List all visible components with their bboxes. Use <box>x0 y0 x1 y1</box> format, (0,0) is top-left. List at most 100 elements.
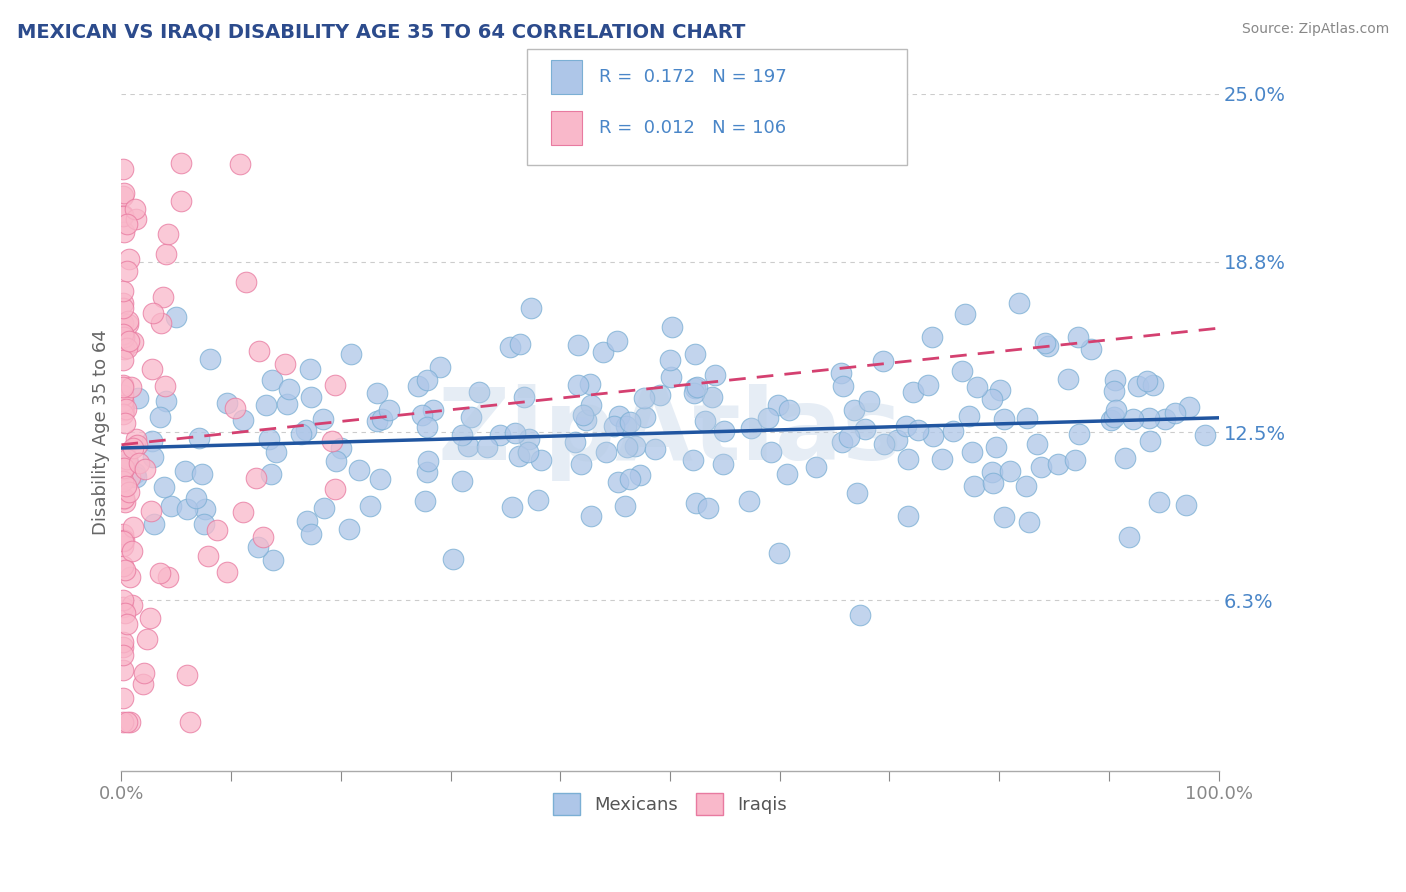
Point <box>1063 453 1085 467</box>
Point <box>191 467 214 481</box>
Legend: Mexicans, Iraqis: Mexicans, Iraqis <box>546 786 794 822</box>
Point <box>194 501 217 516</box>
Point <box>980 392 1002 406</box>
Point <box>416 373 439 387</box>
Point <box>111 491 134 506</box>
Point <box>246 541 269 555</box>
Point <box>509 336 531 351</box>
Point <box>986 440 1008 454</box>
Point <box>215 565 238 579</box>
Point <box>111 527 134 541</box>
Point <box>564 434 586 449</box>
Point <box>114 563 136 577</box>
Point <box>572 409 595 423</box>
Point <box>111 461 134 475</box>
Point <box>179 714 201 729</box>
Point <box>1026 437 1049 451</box>
Text: ZipAtlas: ZipAtlas <box>437 384 903 481</box>
Point <box>187 431 209 445</box>
Point <box>153 378 176 392</box>
Point <box>112 461 135 475</box>
Point <box>112 714 135 729</box>
Point <box>118 252 141 266</box>
Point <box>115 217 138 231</box>
Point <box>139 504 162 518</box>
Point <box>260 467 283 481</box>
Point <box>197 549 219 564</box>
Point <box>1105 403 1128 417</box>
Point <box>685 381 707 395</box>
Point <box>298 361 321 376</box>
Point <box>413 493 436 508</box>
Point <box>614 500 637 514</box>
Point <box>176 501 198 516</box>
Point <box>111 328 134 343</box>
Point <box>260 373 283 387</box>
Point <box>619 415 641 429</box>
Point <box>614 419 637 434</box>
Point <box>152 290 174 304</box>
Point <box>112 186 135 200</box>
Point <box>112 209 135 223</box>
Text: Source: ZipAtlas.com: Source: ZipAtlas.com <box>1241 22 1389 37</box>
Point <box>1056 372 1078 386</box>
Point <box>658 352 681 367</box>
Point <box>143 517 166 532</box>
Point <box>169 155 191 169</box>
Point <box>457 439 479 453</box>
Point <box>1136 374 1159 388</box>
Point <box>150 316 173 330</box>
Text: MEXICAN VS IRAQI DISABILITY AGE 35 TO 64 CORRELATION CHART: MEXICAN VS IRAQI DISABILITY AGE 35 TO 64… <box>17 22 745 41</box>
Point <box>950 364 973 378</box>
Point <box>111 399 134 413</box>
Point <box>460 410 482 425</box>
Point <box>299 390 322 404</box>
Point <box>232 505 254 519</box>
Point <box>897 508 920 523</box>
Point <box>468 384 491 399</box>
Point <box>579 508 602 523</box>
Point <box>254 398 277 412</box>
Point <box>957 409 980 424</box>
Point <box>1178 400 1201 414</box>
Point <box>115 617 138 632</box>
Point <box>1033 336 1056 351</box>
Point <box>993 509 1015 524</box>
Point <box>121 441 143 455</box>
Point <box>115 451 138 466</box>
Point <box>278 383 301 397</box>
Point <box>368 472 391 486</box>
Point <box>872 436 894 450</box>
Point <box>966 380 988 394</box>
Point <box>607 409 630 424</box>
Point <box>111 387 134 401</box>
Point <box>517 432 540 446</box>
Point <box>193 516 215 531</box>
Point <box>842 403 865 417</box>
Point <box>111 663 134 677</box>
Point <box>111 648 134 662</box>
Point <box>127 391 149 405</box>
Point <box>569 457 592 471</box>
Point <box>1164 406 1187 420</box>
Point <box>1046 457 1069 471</box>
Point <box>112 691 135 706</box>
Point <box>1015 411 1038 425</box>
Point <box>501 500 523 514</box>
Point <box>776 467 799 481</box>
Point <box>111 189 134 203</box>
Point <box>422 402 444 417</box>
Point <box>160 499 183 513</box>
Point <box>633 391 655 405</box>
Point <box>371 412 394 426</box>
Point <box>713 425 735 439</box>
Point <box>489 428 512 442</box>
Point <box>330 442 353 456</box>
Point <box>886 434 908 448</box>
Point <box>416 466 439 480</box>
Point <box>173 464 195 478</box>
Point <box>579 377 602 392</box>
Point <box>141 434 163 448</box>
Point <box>217 396 239 410</box>
Point <box>264 444 287 458</box>
